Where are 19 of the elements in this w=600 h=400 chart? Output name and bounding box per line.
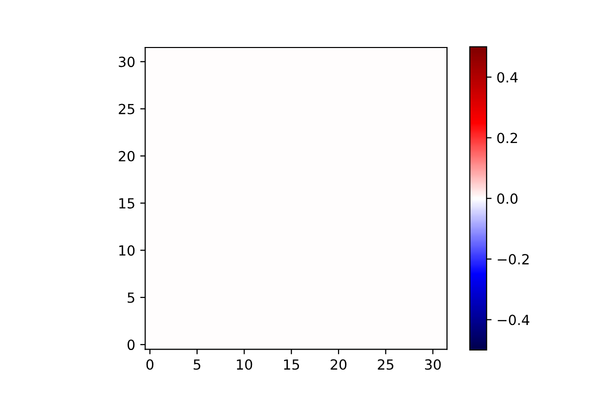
x-tick-label: 20	[330, 359, 346, 370]
y-tick-label: 15	[119, 198, 134, 209]
x-tick-label: 10	[236, 359, 252, 370]
y-tick-label: 30	[118, 56, 135, 68]
y-tick-label: 25	[118, 104, 134, 114]
x-tick-label: 0	[146, 359, 154, 370]
color-bar-label: 0.0	[497, 193, 518, 204]
color-bar-label: −0.2	[498, 254, 529, 265]
y-tick-label: 10	[119, 245, 135, 256]
x-tick-label: 30	[425, 359, 441, 370]
color-bar-label: 0.2	[497, 132, 518, 144]
x-tick-label: 15	[284, 359, 300, 370]
color-bar-label: 0.4	[497, 72, 518, 83]
x-tick-label: 25	[378, 359, 394, 370]
y-tick-label: 5	[128, 292, 134, 303]
y-tick-label: 20	[118, 150, 135, 162]
y-tick-label: 0	[128, 340, 135, 350]
color-bar-label: −0.4	[498, 314, 530, 326]
x-tick-label: 5	[194, 359, 200, 370]
